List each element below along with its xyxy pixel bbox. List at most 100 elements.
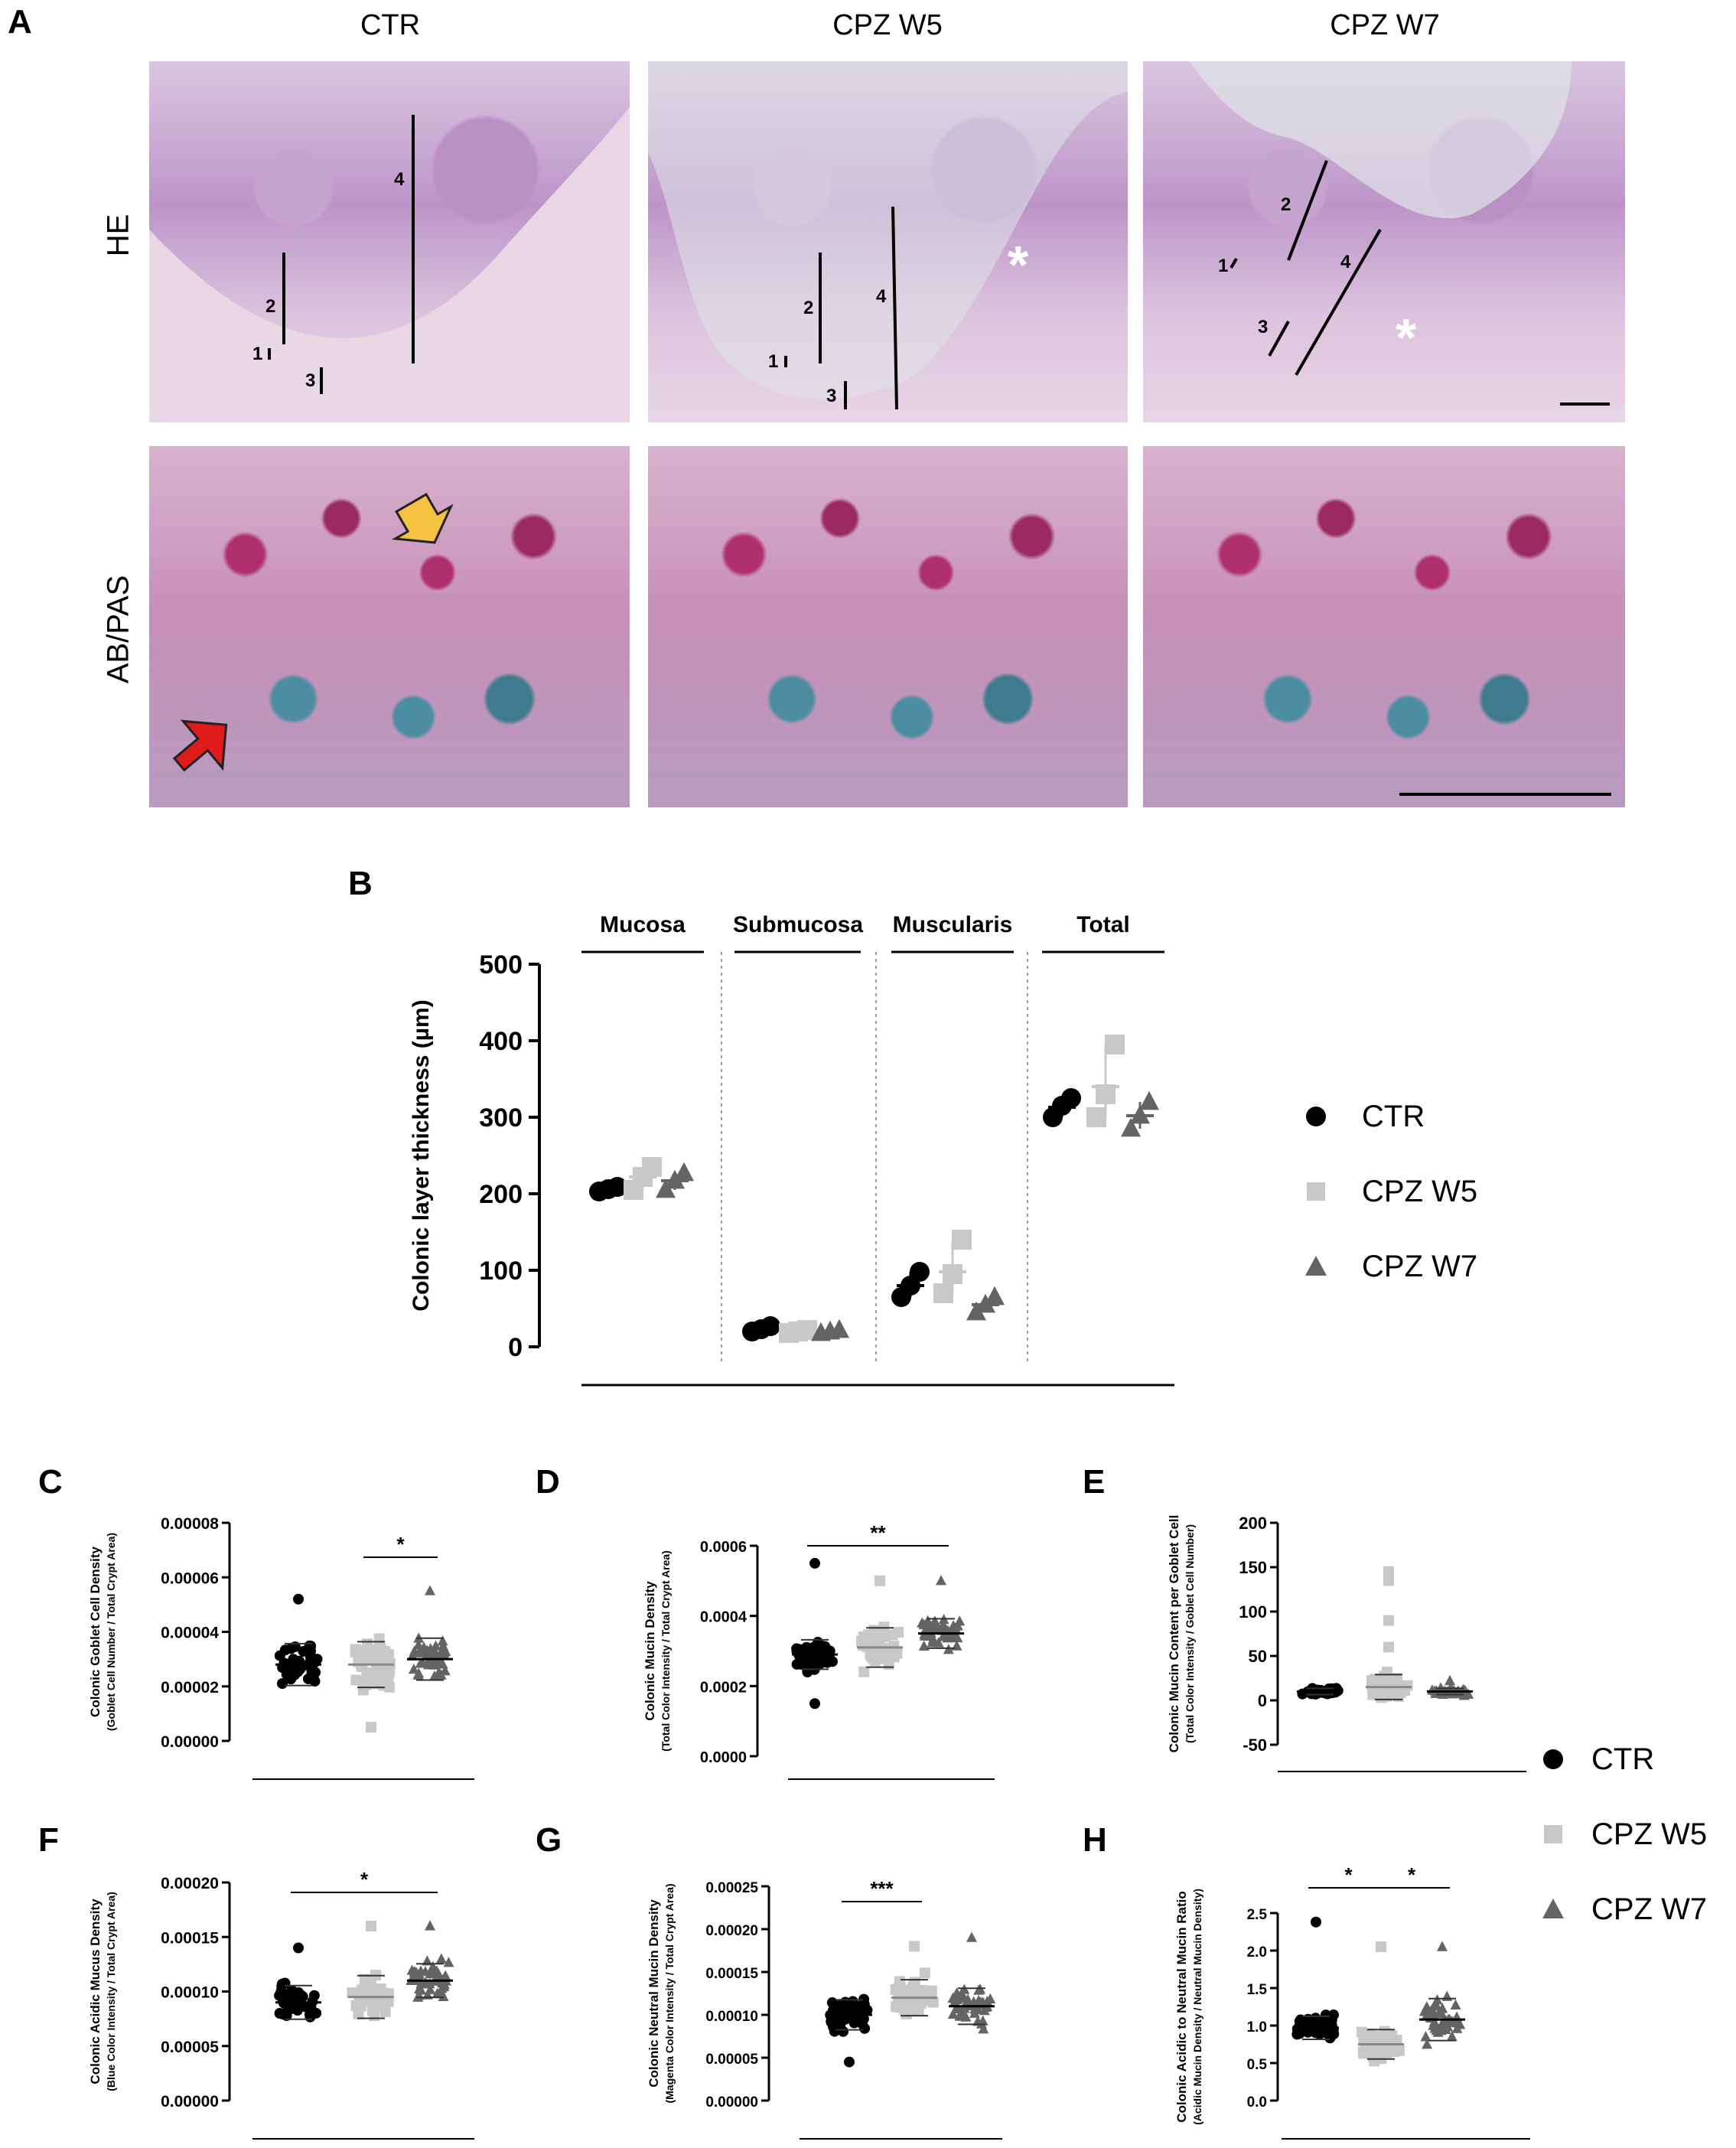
data-point [898,1985,910,1996]
data-point [877,1652,888,1664]
data-point [437,1635,448,1646]
ytick-label: 0.00000 [705,2094,758,2111]
data-point [809,1698,820,1710]
panel-g-letter: G [536,1821,562,1859]
data-point [921,1623,933,1634]
data-point [437,1658,448,1669]
data-point [930,1615,941,1626]
chart-b-point [607,1177,627,1197]
chart-b-point [1121,1117,1141,1137]
data-point [430,1640,441,1651]
data-point [295,1663,306,1674]
chart-b-point [933,1283,953,1303]
he-image-ctr: 4 2 1 3 [149,61,630,422]
data-point [355,2000,366,2012]
ytick-label: -50 [1243,1736,1267,1755]
col-title-cpz-w7: CPZ W7 [1330,9,1440,41]
chart-b-ytick-label: 100 [479,1257,523,1286]
data-point [919,1967,930,1979]
he-w7-mark-3: 3 [1258,317,1268,337]
sig-label: * [1408,1863,1416,1886]
ylabel-sub: (Magenta Color Intensity / Total Crypt A… [663,1883,676,2103]
ylabel-sub: (Acidic Mucin Density / Neutral Mucin De… [1191,1889,1203,2125]
data-point [279,1977,291,1989]
data-point [1375,2030,1386,2042]
ylabel: Colonic Acidic Mucus Density [88,1899,103,2084]
chart-b-point [1096,1084,1116,1104]
data-point [422,1955,433,1966]
he-ctr-mark-4: 4 [394,169,405,190]
legend-bottom: CTR CPZ W5 CPZ W7 [1538,1722,1707,1947]
ytick-label: 100 [1239,1602,1267,1622]
data-point [438,1990,449,2002]
data-point [419,1977,431,1987]
data-point [305,1645,317,1657]
ylabel: Colonic Mucin Density [643,1581,657,1721]
data-point [356,1989,367,2000]
data-point [378,1993,389,2004]
sig-label: * [396,1533,405,1556]
data-point [1436,2007,1448,2019]
data-point [1383,1566,1394,1577]
data-point [836,2015,848,2026]
data-point [866,1651,878,1663]
chart-b-point [1061,1088,1081,1108]
ytick-label: 0.00020 [705,1923,758,1939]
data-point [277,2008,288,2019]
data-point [875,1575,885,1586]
data-point [435,1953,447,1964]
data-point [439,1664,451,1676]
data-point [909,1977,920,1988]
panel-b-letter: B [348,865,373,902]
panel-e-letter: E [1083,1463,1106,1501]
chart-b-point [761,1316,780,1336]
data-point [1376,1941,1386,1953]
he-image-cpz-w7: 2 1 4 3 * [1143,61,1625,422]
ytick-label: 0.0002 [700,1679,747,1696]
chart-b-point [966,1301,986,1321]
ytick-label: 1.0 [1247,2019,1267,2036]
data-point [909,1941,920,1952]
panel-c-letter: C [38,1463,63,1501]
ylabel: Colonic Mucin Content per Goblet Cell [1167,1515,1181,1753]
data-point [933,1637,944,1648]
data-point [1444,1674,1455,1686]
ytick-label: 0.0006 [700,1539,747,1556]
ytick-label: 0.00000 [161,2093,219,2111]
data-point [887,1629,898,1641]
data-point [1314,2016,1325,2027]
chart-b-point [642,1157,662,1177]
ylabel: Colonic Acidic to Neutral Mucin Ratio [1174,1891,1189,2123]
data-point [947,2008,959,2019]
ytick-label: 2.5 [1247,1907,1268,1923]
legend-b: CTR CPZ W5 CPZ W7 [1301,1079,1477,1304]
data-point [1438,2016,1449,2026]
chart-b-point [975,1293,995,1313]
ytick-label: 0 [1258,1691,1267,1710]
data-point [1361,2048,1373,2059]
data-point [1451,2023,1463,2033]
data-point [1295,2014,1306,2026]
ylabel-sub: (Total Color Intensity / Total Crypt Are… [660,1550,672,1752]
ytick-label: 0.0004 [700,1609,747,1626]
ytick-label: 0.00025 [705,1880,758,1896]
data-point [957,1990,969,2001]
abpas-image-cpz-w7 [1143,446,1625,807]
data-point [838,2026,849,2037]
chart-d: 0.0000 0.0002 0.0004 0.0006 Colonic Mucin De… [643,1521,995,1780]
data-point [1429,2023,1441,2033]
data-point [1392,1676,1403,1687]
data-point [1370,1674,1381,1685]
data-point [433,1968,445,1979]
data-point [858,1999,870,2010]
abpas-image-ctr [149,446,630,807]
data-point [274,1650,285,1661]
data-point [1441,1990,1453,2001]
legend-b-ctr: CTR [1301,1079,1477,1154]
data-point [794,1658,806,1670]
data-point [306,1666,318,1677]
chart-b-point [1139,1090,1159,1110]
chart-b-point [1105,1035,1125,1054]
ylabel: Colonic Neutral Mucin Density [647,1899,661,2088]
data-point [1446,2030,1458,2042]
